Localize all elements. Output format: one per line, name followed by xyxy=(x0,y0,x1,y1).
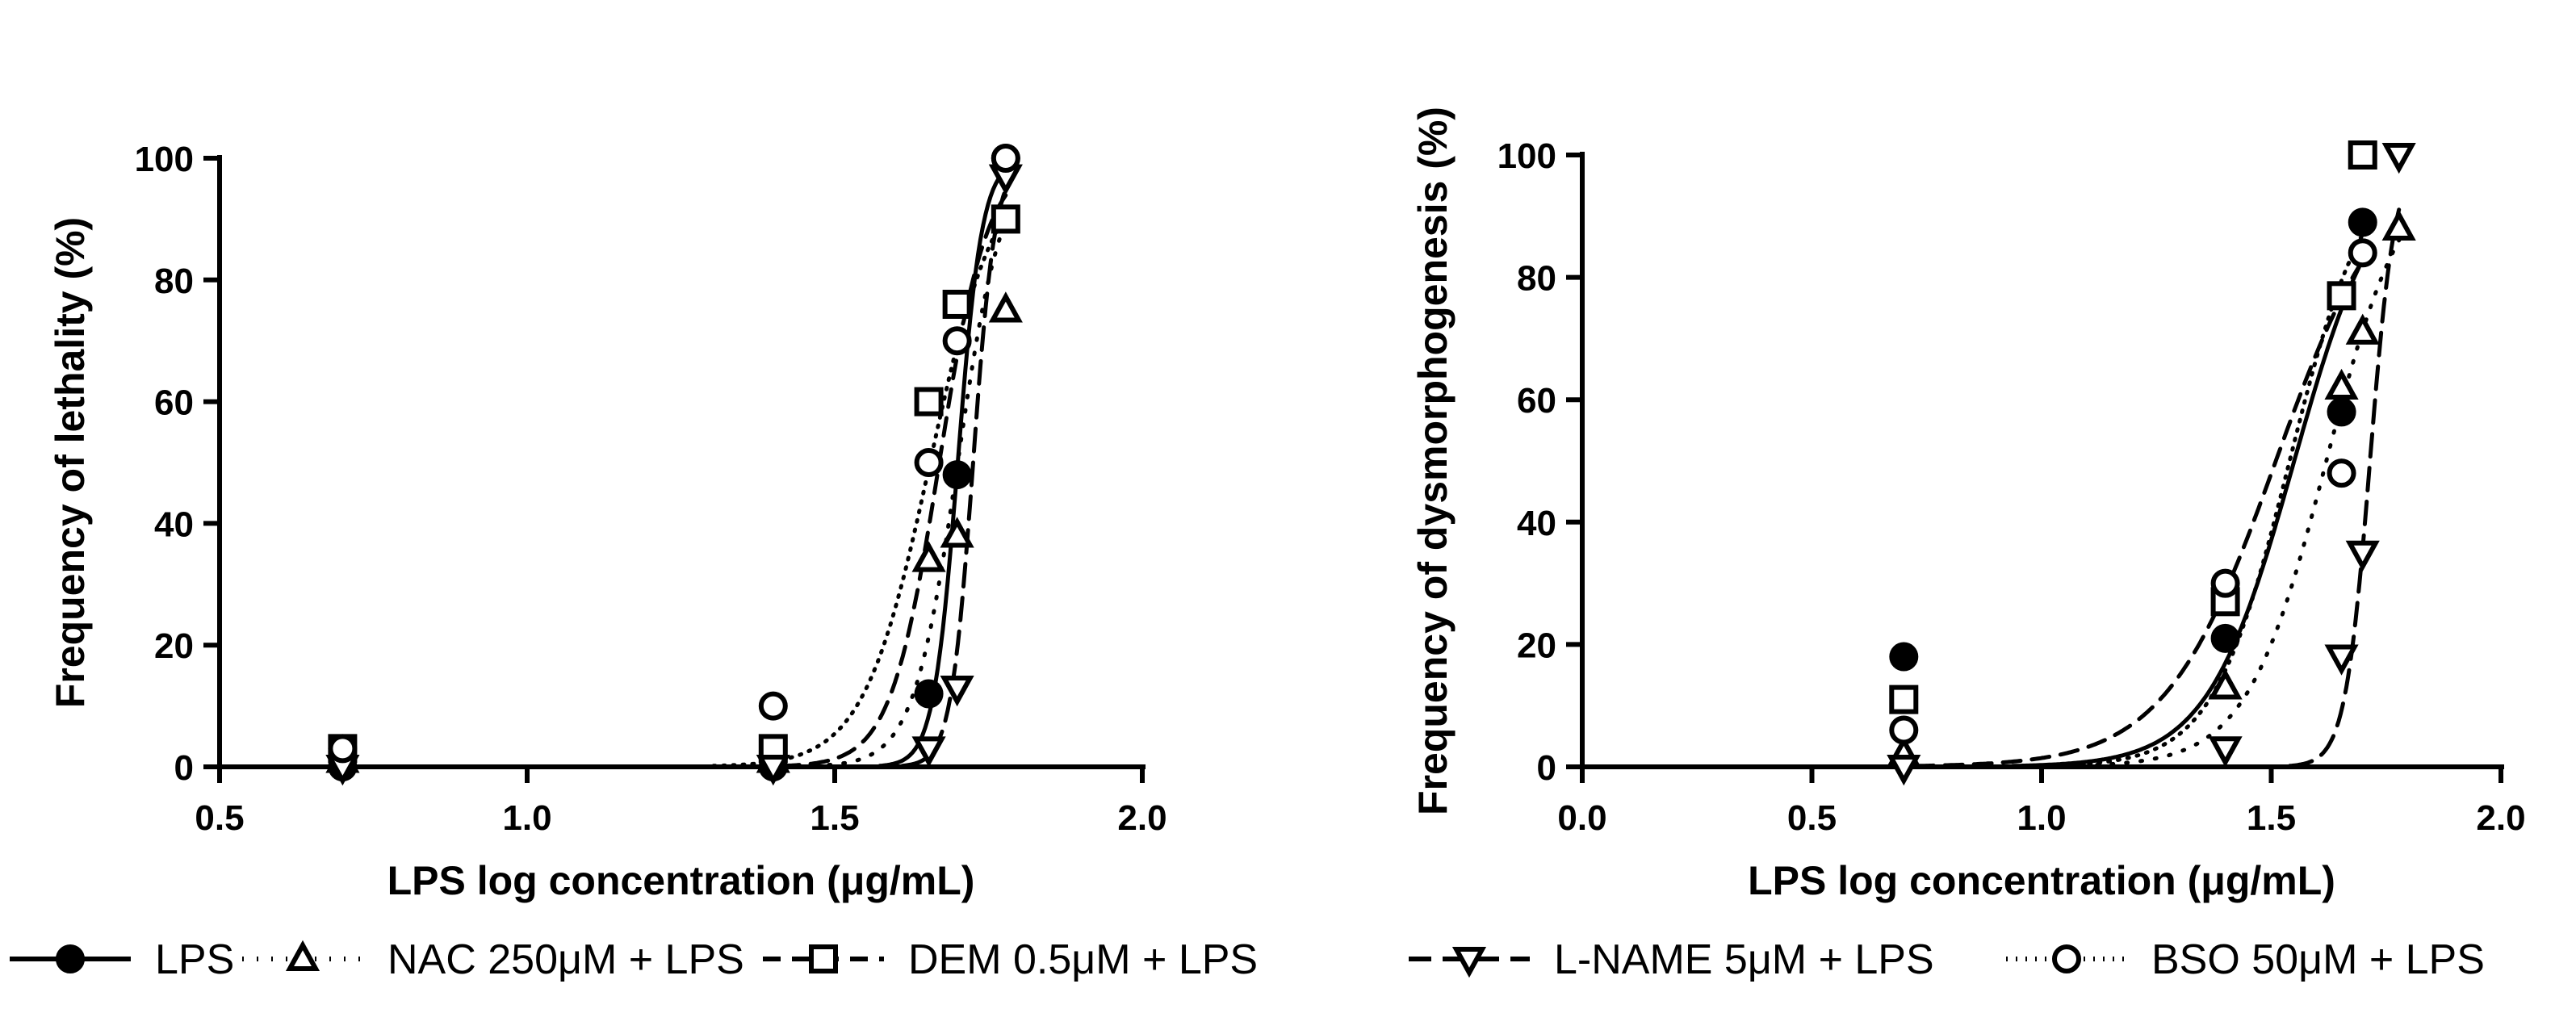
point-lps xyxy=(914,679,944,709)
fit-curve-dem-0-5-m-lps xyxy=(1913,258,2365,768)
point-dem-0-5-m-lps xyxy=(991,204,1020,234)
y-tick-label: 0 xyxy=(174,748,194,788)
x-tick-label: 1.5 xyxy=(2247,798,2296,838)
point-dem-0-5-m-lps xyxy=(2327,281,2356,311)
point-bso-50-m-lps xyxy=(991,144,1020,173)
fit-curve-l-name-5-m-lps xyxy=(900,186,1008,768)
legend: LPS NAC 250μM + LPS DEM 0.5μM + LPS L-NAME … xyxy=(10,936,2485,983)
x-axis-title: LPS log concentration (μg/mL) xyxy=(1748,858,2335,903)
x-tick-label: 2.0 xyxy=(1117,798,1167,838)
fit-curve-nac-250-m-lps xyxy=(812,219,1008,768)
fit-curve-l-name-5-m-lps xyxy=(2288,207,2402,768)
point-l-name-5-m-lps xyxy=(2345,540,2380,571)
y-axis-title: Frequency of dysmorphogenesis (%) xyxy=(1410,107,1456,815)
x-tick-label: 0.5 xyxy=(1787,798,1837,838)
point-bso-50-m-lps xyxy=(2327,458,2356,488)
y-tick-label: 80 xyxy=(1517,259,1556,299)
legend-label: BSO 50μM + LPS xyxy=(2151,936,2485,983)
y-tick-label: 20 xyxy=(154,626,194,666)
point-dem-0-5-m-lps xyxy=(2348,140,2377,170)
point-l-name-5-m-lps xyxy=(2324,644,2359,676)
point-l-name-5-m-lps xyxy=(940,675,974,707)
x-tick-label: 1.0 xyxy=(2017,798,2066,838)
point-nac-250-m-lps xyxy=(2208,668,2243,700)
y-tick-label: 0 xyxy=(1537,748,1556,788)
point-nac-250-m-lps xyxy=(911,541,946,572)
x-tick-label: 1.5 xyxy=(810,798,859,838)
point-dem-0-5-m-lps xyxy=(914,387,944,417)
x-tick-label: 2.0 xyxy=(2476,798,2525,838)
x-tick-label: 1.0 xyxy=(502,798,551,838)
legend-marker-lps xyxy=(56,944,85,973)
point-bso-50-m-lps xyxy=(758,691,788,721)
point-bso-50-m-lps xyxy=(2210,568,2240,598)
legend-marker-l-name-5-m-lps xyxy=(1451,947,1487,978)
point-l-name-5-m-lps xyxy=(1887,755,1921,786)
point-bso-50-m-lps xyxy=(328,734,358,764)
y-tick-label: 100 xyxy=(1497,136,1556,176)
fit-curve-lps xyxy=(878,167,1008,768)
x-tick-label: 0.0 xyxy=(1557,798,1606,838)
point-nac-250-m-lps xyxy=(2324,368,2359,400)
lethality-chart: 0 20 40 60 80 100 0.5 1.0 1.5 2.0 LPS log concentr… xyxy=(48,140,1167,903)
point-bso-50-m-lps xyxy=(942,326,972,356)
fit-curve-bso-50-m-lps xyxy=(2038,232,2365,768)
y-tick-label: 100 xyxy=(135,140,194,179)
point-l-name-5-m-lps xyxy=(2208,736,2243,768)
y-tick-label: 80 xyxy=(154,262,194,301)
dysmorphogenesis-chart: 0 20 40 60 80 100 0.0 0.5 1.0 1.5 2.0 LPS log conce… xyxy=(1410,107,2526,903)
y-axis-title: Frequency of lethality (%) xyxy=(48,217,93,708)
fit-curve-lps xyxy=(2010,257,2365,768)
point-dem-0-5-m-lps xyxy=(942,289,972,319)
point-lps xyxy=(2210,623,2240,653)
point-lps xyxy=(2327,397,2356,427)
point-nac-250-m-lps xyxy=(988,291,1023,323)
legend-marker-nac-250-m-lps xyxy=(285,940,320,971)
point-nac-250-m-lps xyxy=(2345,313,2380,345)
legend-label: L-NAME 5μM + LPS xyxy=(1554,936,1934,983)
point-l-name-5-m-lps xyxy=(756,755,790,786)
y-tick-label: 40 xyxy=(154,504,194,544)
legend-label: LPS xyxy=(155,936,234,983)
y-tick-label: 60 xyxy=(1517,381,1556,421)
point-nac-250-m-lps xyxy=(940,517,974,548)
point-lps xyxy=(942,460,972,490)
point-nac-250-m-lps xyxy=(2381,209,2416,241)
legend-marker-bso-50-m-lps xyxy=(2052,944,2081,973)
y-tick-label: 60 xyxy=(154,383,194,423)
point-bso-50-m-lps xyxy=(914,448,944,477)
legend-marker-dem-0-5-m-lps xyxy=(809,944,838,973)
fit-curve-dem-0-5-m-lps xyxy=(779,193,1008,768)
y-tick-label: 20 xyxy=(1517,626,1556,665)
legend-label: DEM 0.5μM + LPS xyxy=(908,936,1258,983)
point-bso-50-m-lps xyxy=(2348,238,2377,268)
x-tick-label: 0.5 xyxy=(195,798,244,838)
point-l-name-5-m-lps xyxy=(2381,143,2416,174)
point-lps xyxy=(1889,642,1919,672)
legend-label: NAC 250μM + LPS xyxy=(387,936,744,983)
point-lps xyxy=(2348,207,2377,237)
point-bso-50-m-lps xyxy=(1889,715,1919,745)
point-dem-0-5-m-lps xyxy=(1889,685,1919,714)
x-axis-title: LPS log concentration (μg/mL) xyxy=(387,858,975,903)
y-tick-label: 40 xyxy=(1517,504,1556,543)
point-l-name-5-m-lps xyxy=(911,736,946,768)
